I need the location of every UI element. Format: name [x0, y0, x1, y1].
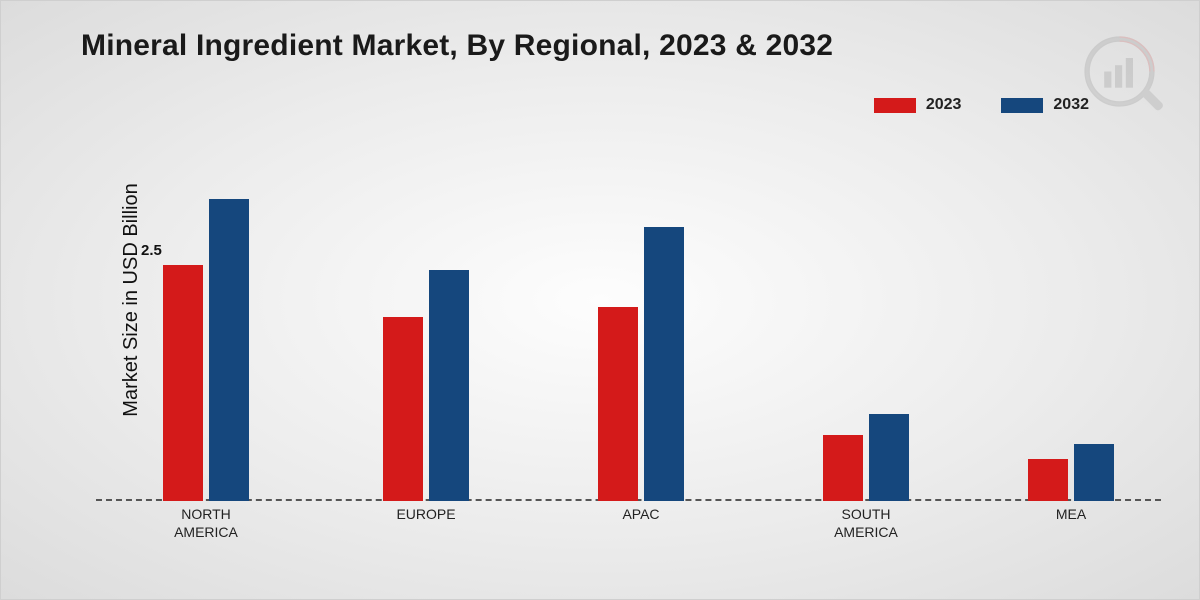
xlabel-europe: EUROPE: [366, 506, 486, 524]
bar-2032-europe: [429, 270, 469, 501]
legend-swatch-2023: [874, 98, 916, 113]
bar-2023-apac: [598, 307, 638, 501]
bar-group-apac: [598, 227, 684, 501]
bar-2023-north-america: [163, 265, 203, 501]
bar-2032-south-america: [869, 414, 909, 501]
legend-swatch-2032: [1001, 98, 1043, 113]
xlabel-apac: APAC: [581, 506, 701, 524]
bar-2023-mea: [1028, 459, 1068, 502]
bar-group-south-america: [823, 414, 909, 501]
bar-2032-north-america: [209, 199, 249, 501]
xlabel-mea: MEA: [1011, 506, 1131, 524]
xlabel-south-america: SOUTHAMERICA: [806, 506, 926, 541]
bar-group-europe: [383, 270, 469, 501]
legend-label-2032: 2032: [1053, 96, 1089, 114]
chart-title: Mineral Ingredient Market, By Regional, …: [81, 29, 833, 63]
bar-2023-south-america: [823, 435, 863, 501]
bar-group-mea: [1028, 444, 1114, 501]
x-axis-labels: NORTHAMERICA EUROPE APAC SOUTHAMERICA ME…: [96, 506, 1161, 556]
chart-canvas: Mineral Ingredient Market, By Regional, …: [0, 0, 1200, 600]
watermark-logo-icon: [1079, 31, 1169, 121]
xlabel-north-america: NORTHAMERICA: [146, 506, 266, 541]
legend-label-2023: 2023: [926, 96, 962, 114]
bar-2032-apac: [644, 227, 684, 501]
legend: 2023 2032: [874, 96, 1089, 114]
data-label-2.5: 2.5: [141, 242, 162, 259]
plot-area: 2.5: [96, 161, 1161, 501]
legend-item-2032: 2032: [1001, 96, 1089, 114]
bar-2023-europe: [383, 317, 423, 501]
bar-2032-mea: [1074, 444, 1114, 501]
bar-group-north-america: 2.5: [163, 199, 249, 501]
legend-item-2023: 2023: [874, 96, 962, 114]
